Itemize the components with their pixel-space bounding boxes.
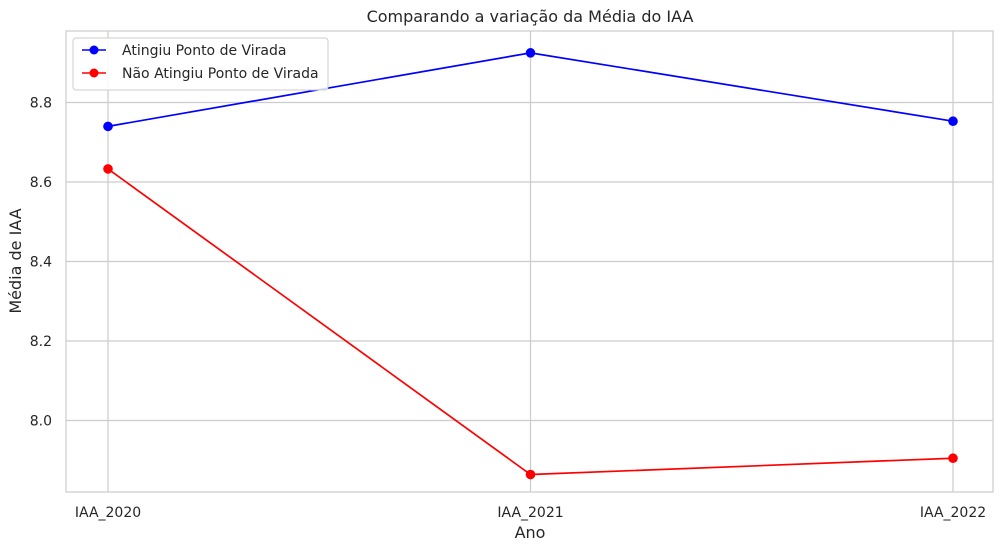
y-tick-labels: 8.0 8.2 8.4 8.6 8.8	[30, 96, 52, 430]
series-layer	[103, 48, 958, 480]
y-tick-label: 8.2	[30, 334, 52, 350]
x-tick-label: IAA_2020	[75, 505, 141, 521]
series-2-point	[103, 164, 113, 174]
y-tick-label: 8.6	[30, 175, 52, 191]
x-tick-label: IAA_2021	[497, 505, 563, 521]
legend-swatch-marker-1	[89, 45, 99, 55]
legend-swatch-marker-2	[89, 68, 99, 78]
chart-title: Comparando a variação da Média do IAA	[367, 7, 694, 26]
series-1-point	[103, 121, 113, 132]
series-1-point	[525, 48, 536, 58]
x-axis-title: Ano	[515, 523, 546, 542]
legend-label-1: Atingiu Ponto de Virada	[122, 43, 286, 59]
series-2-point	[525, 469, 536, 480]
y-axis-title: Média de IAA	[6, 208, 25, 313]
series-1-point	[948, 116, 958, 127]
legend-label-2: Não Atingiu Ponto de Virada	[122, 66, 319, 82]
y-tick-label: 8.8	[30, 96, 52, 112]
x-tick-labels: IAA_2020 IAA_2021 IAA_2022	[75, 505, 986, 521]
grid	[66, 31, 993, 492]
series-2-point	[948, 453, 958, 464]
x-tick-label: IAA_2022	[920, 505, 986, 521]
legend: Atingiu Ponto de Virada Não Atingiu Pont…	[72, 37, 329, 91]
y-tick-label: 8.0	[30, 413, 52, 429]
y-tick-label: 8.4	[30, 255, 52, 271]
legend-box	[72, 37, 329, 91]
